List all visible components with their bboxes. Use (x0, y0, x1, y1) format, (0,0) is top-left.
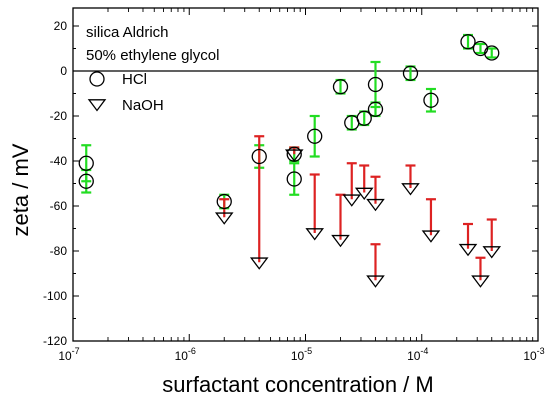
point-hcl (367, 76, 384, 93)
point-naoh (401, 183, 420, 196)
y-tick-label: -80 (50, 244, 68, 258)
point-naoh (342, 194, 362, 207)
legend-label-hcl: HCl (122, 71, 147, 88)
x-tick-label: 10-6 (175, 346, 196, 363)
point-hcl (484, 45, 500, 61)
point-hcl (332, 79, 349, 95)
legend-label-naoh: NaOH (122, 97, 164, 114)
point-naoh (471, 275, 490, 288)
x-tick-label: 10-5 (291, 346, 312, 363)
point-naoh (331, 234, 350, 248)
point-naoh (458, 243, 478, 257)
point-hcl (356, 110, 372, 126)
legend-marker-hcl (89, 71, 105, 87)
point-hcl (307, 128, 323, 144)
point-hcl (78, 173, 94, 189)
point-hcl (423, 92, 439, 108)
point-naoh (214, 212, 234, 225)
y-tick-label: -40 (50, 154, 68, 168)
point-hcl (460, 34, 476, 50)
point-naoh (482, 246, 502, 259)
point-naoh (284, 149, 304, 162)
point-hcl (216, 193, 232, 210)
x-tick-label: 10-7 (58, 346, 79, 363)
point-naoh (249, 257, 269, 270)
point-hcl (286, 171, 302, 187)
point-naoh (305, 228, 325, 241)
y-tick-label: 0 (60, 64, 67, 78)
point-naoh (366, 275, 385, 288)
x-axis-title: surfactant concentration / M (162, 372, 433, 397)
point-hcl (402, 65, 419, 81)
point-naoh (421, 230, 441, 243)
point-hcl (472, 40, 489, 57)
y-tick-label: -100 (43, 289, 67, 303)
point-naoh (366, 198, 385, 212)
point-hcl (367, 101, 384, 117)
point-naoh (354, 187, 374, 201)
annotation-line-1: silica Aldrich (86, 24, 169, 41)
point-hcl (78, 155, 94, 171)
legend: HCl NaOH (87, 71, 164, 114)
y-axis-title: zeta / mV (8, 143, 33, 236)
x-tick-label: 10-3 (523, 346, 544, 363)
legend-marker-naoh (87, 99, 107, 112)
y-tick-label: -60 (50, 199, 68, 213)
point-hcl (251, 148, 267, 165)
annotation-line-2: 50% ethylene glycol (86, 47, 219, 64)
y-tick-label: 20 (54, 19, 68, 33)
y-tick-label: -20 (50, 109, 68, 123)
y-tick-label: -120 (43, 334, 67, 348)
x-tick-label: 10-4 (407, 346, 428, 363)
